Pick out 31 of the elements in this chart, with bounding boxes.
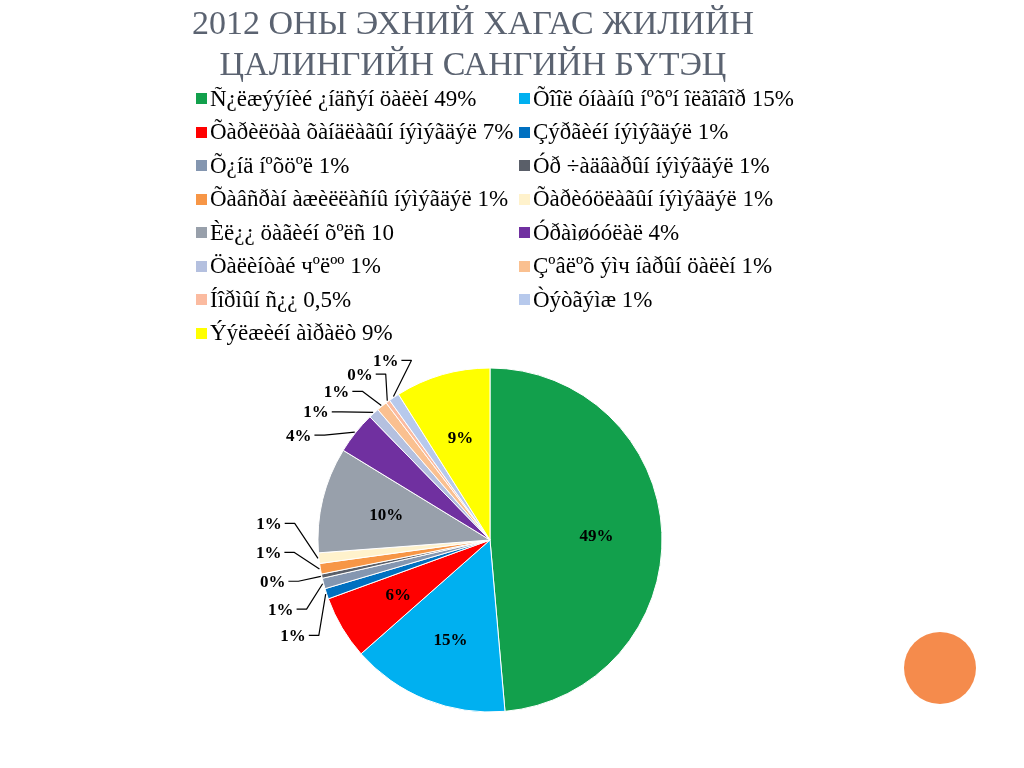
data-label: 1% [303, 402, 329, 422]
legend-label: Çýðãèéí íýìýãäýë 1% [533, 119, 729, 146]
legend-label: Õàðèóöëàãûí íýìýãäýë 1% [533, 186, 774, 213]
chart-title: 2012 ОНЫ ЭХНИЙ ХАГАС ЖИЛИЙН ЦАЛИНГИЙН САНГИЙН БҮТЭЦ [191, 3, 755, 84]
data-label: 1% [323, 381, 350, 401]
legend-label: Èë¿¿ öàãèéí õºëñ 10 [210, 219, 394, 246]
legend-label: Óð ÷àäâàðûí íýìýãäýë 1% [533, 152, 770, 179]
legend-label: Õàðèëöàà õàíäëàãûí íýìýãäýë 7% [210, 119, 514, 146]
data-label: 6% [385, 584, 412, 604]
data-label: 9% [447, 428, 474, 448]
legend-label: Öàëèíòàé чºëºº 1% [210, 253, 381, 280]
legend-label: Ýýëæèéí àìðàëò 9% [210, 320, 393, 347]
data-label: 1% [372, 350, 399, 370]
data-label: 1% [268, 599, 294, 619]
data-label: 4% [285, 425, 312, 445]
data-label: 0% [347, 364, 373, 384]
legend-label: Óðàìøóóëàë 4% [533, 219, 680, 246]
legend-label: Õîîë óíààíû íºõºí îëãîâîð 15% [533, 85, 794, 112]
data-label: 1% [256, 513, 282, 533]
data-label: 49% [579, 525, 614, 545]
data-label: 15% [433, 629, 468, 649]
legend-label: Çºâëºõ ýìч íàðûí öàëèí 1% [533, 253, 773, 280]
legend-label: Ñ¿ëæýýíèé ¿íäñýí öàëèí 49% [210, 85, 477, 112]
legend-label: Õàâñðàí àæèëëàñíû íýìýãäýë 1% [210, 186, 509, 213]
legend-label: Òýòãýìæ 1% [533, 286, 653, 313]
data-label: 0% [259, 571, 286, 591]
data-label: 1% [255, 542, 282, 562]
legend-label: Õ¿íä íºõöºë 1% [210, 152, 350, 179]
data-label: 1% [280, 625, 306, 645]
legend-label: Íîðìûí ñ¿¿ 0,5% [210, 286, 352, 313]
data-label: 10% [369, 505, 404, 525]
